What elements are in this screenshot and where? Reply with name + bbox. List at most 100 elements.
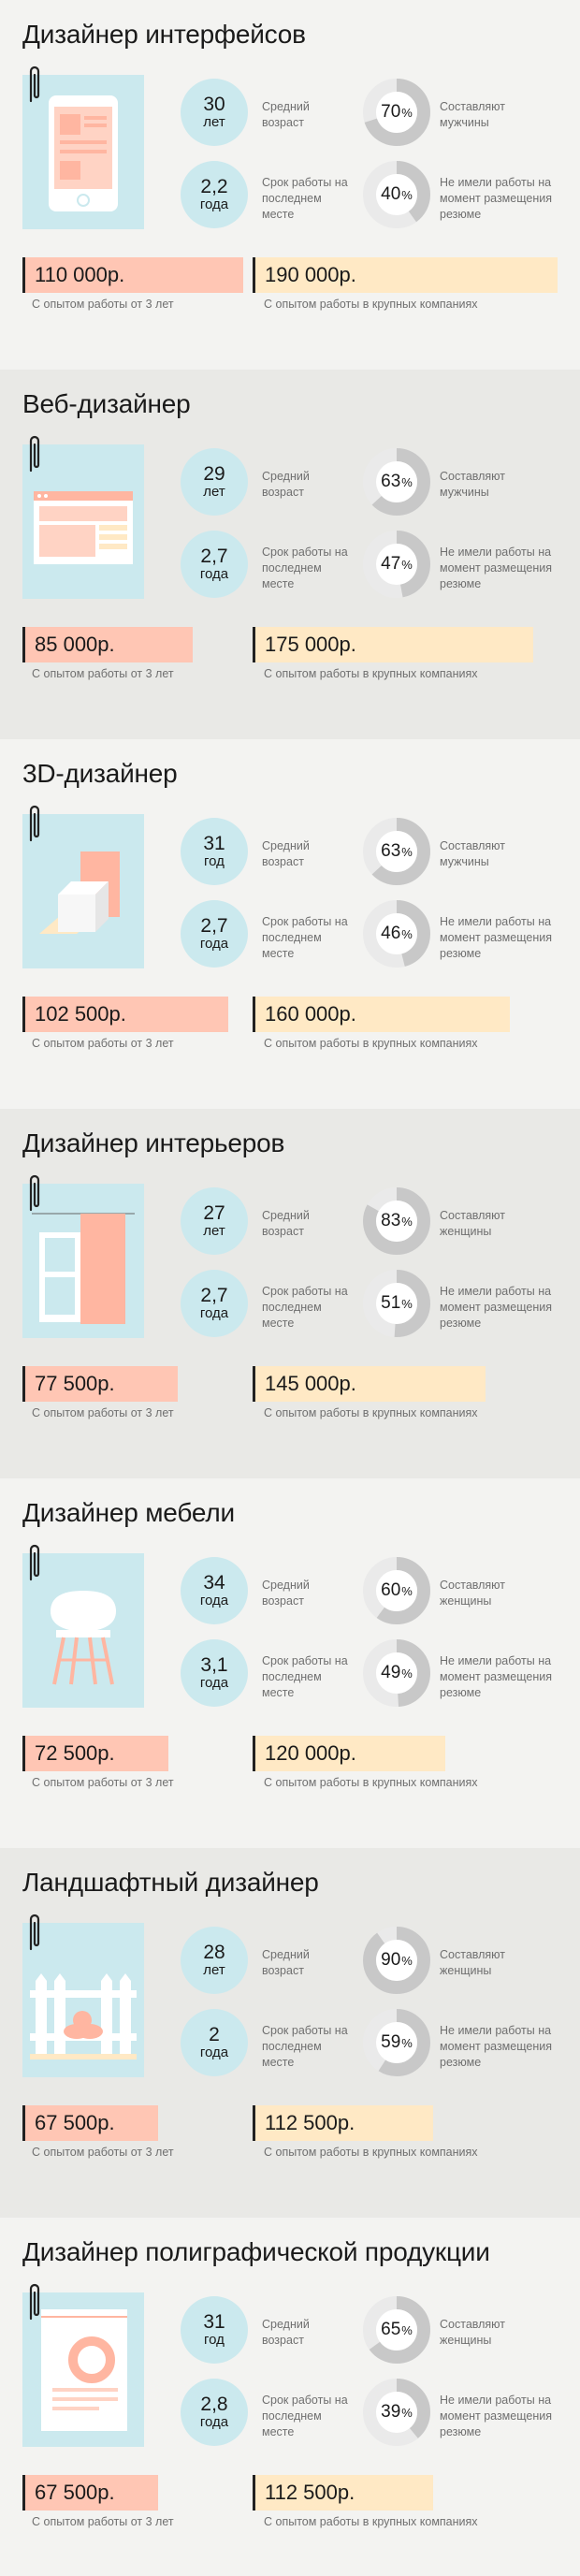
- donut-center: [376, 831, 417, 872]
- salary-experience-bar: 67 500 р.: [22, 2105, 158, 2141]
- average-age-circle: 30 лет: [181, 79, 248, 146]
- gender-percent-value: 63: [381, 472, 401, 491]
- gender-donut-chart: [363, 448, 430, 516]
- average-age-unit: год: [204, 853, 225, 870]
- tenure-label: Срок работы на последнем месте: [262, 2394, 348, 2438]
- salary-big-company-value: 190 000: [265, 263, 340, 286]
- donut-center: [376, 1570, 417, 1611]
- phone-icon: [22, 75, 144, 229]
- salary-big-company-value: 112 500: [265, 2111, 338, 2134]
- unemployed-donut: 40%: [363, 161, 430, 228]
- donut-center: [376, 2022, 417, 2063]
- average-age-label: Средний возраст: [262, 1209, 310, 1238]
- unemployed-donut: 59%: [363, 2009, 430, 2076]
- tenure-circle: 3,1 года: [181, 1639, 248, 1707]
- salary-experience-value: 110 000: [35, 263, 108, 286]
- gender-percent: 70%: [363, 79, 430, 146]
- unemployed-percent: 59%: [363, 2009, 430, 2076]
- unemployed-donut-chart: [363, 2379, 430, 2446]
- donut-slice: [363, 79, 430, 146]
- tenure-circle: 2,7 года: [181, 531, 248, 598]
- donut-center: [376, 92, 417, 133]
- gender-percent-value: 83: [381, 1211, 401, 1230]
- profession-section: Дизайнер полиграфической продукции 31 го…: [0, 2218, 580, 2576]
- average-age-unit: лет: [203, 1962, 225, 1979]
- gender-donut: 65%: [363, 2296, 430, 2364]
- salary-experience-value: 85 000: [35, 633, 98, 656]
- gender-donut-chart: [363, 1927, 430, 1994]
- paperclip-icon: [26, 433, 43, 474]
- gender-donut-chart: [363, 818, 430, 885]
- salary-big-company-value: 120 000: [265, 1741, 340, 1765]
- percent-sign: %: [401, 1296, 413, 1311]
- tenure-label: Срок работы на последнем месте: [262, 546, 348, 590]
- salary-experience-caption: С опытом работы от 3 лет: [32, 667, 174, 680]
- unemployed-donut-chart: [363, 2009, 430, 2076]
- unemployed-percent: 49%: [363, 1639, 430, 1707]
- salary-big-company-bar: 112 500 р.: [253, 2105, 433, 2141]
- tenure-value: 2,7: [200, 915, 228, 938]
- unemployed-percent: 47%: [363, 531, 430, 598]
- donut-slice: [363, 161, 430, 228]
- unemployed-label: Не имели работы на момент размещения рез…: [440, 546, 552, 590]
- average-age-label: Средний возраст: [262, 100, 310, 129]
- salary-experience-caption: С опытом работы от 3 лет: [32, 1406, 174, 1419]
- salary-big-company-value: 145 000: [265, 1372, 340, 1395]
- tenure-unit: года: [199, 196, 229, 213]
- unemployed-percent-value: 59: [381, 2032, 401, 2052]
- donut-slice: [363, 1270, 430, 1337]
- salary-big-company-bar: 112 500 р.: [253, 2475, 433, 2511]
- salary-big-company-caption: С опытом работы в крупных компаниях: [264, 2515, 478, 2528]
- average-age-unit: лет: [203, 114, 225, 131]
- unemployed-donut-chart: [363, 1639, 430, 1707]
- gender-label: Составляют женщины: [440, 2318, 506, 2347]
- salary-experience-bar: 77 500 р.: [22, 1366, 178, 1402]
- unemployed-percent-value: 40: [381, 184, 401, 204]
- unemployed-label: Не имели работы на момент размещения рез…: [440, 1285, 552, 1330]
- percent-sign: %: [401, 2405, 413, 2420]
- percent-sign: %: [401, 105, 413, 120]
- gender-donut: 70%: [363, 79, 430, 146]
- salary-experience-value: 67 500: [35, 2111, 98, 2134]
- salary-big-company-bar: 160 000 р.: [253, 997, 510, 1032]
- currency-suffix: р.: [97, 2481, 115, 2504]
- unemployed-percent-value: 51: [381, 1293, 401, 1313]
- unemployed-percent-value: 39: [381, 2402, 401, 2422]
- donut-slice: [363, 1927, 430, 1994]
- average-age-value: 30: [203, 94, 225, 116]
- percent-sign: %: [401, 474, 413, 489]
- unemployed-donut-chart: [363, 900, 430, 968]
- donut-slice: [363, 1187, 430, 1255]
- profession-section: Веб-дизайнер 29 лет Средний возраст 2,7 …: [0, 370, 580, 739]
- donut-slice: [363, 818, 430, 885]
- percent-sign: %: [401, 2322, 413, 2337]
- gender-percent-value: 90: [381, 1950, 401, 1970]
- average-age-label: Средний возраст: [262, 2318, 310, 2347]
- average-age-circle: 34 года: [181, 1557, 248, 1624]
- salary-big-company-caption: С опытом работы в крупных компаниях: [264, 1776, 478, 1789]
- tenure-value: 2,8: [200, 2394, 228, 2416]
- unemployed-donut: 39%: [363, 2379, 430, 2446]
- unemployed-donut-chart: [363, 1270, 430, 1337]
- donut-center: [376, 1652, 417, 1694]
- tenure-circle: 2,2 года: [181, 161, 248, 228]
- unemployed-percent-value: 46: [381, 924, 401, 943]
- gender-donut: 60%: [363, 1557, 430, 1624]
- average-age-circle: 27 лет: [181, 1187, 248, 1255]
- salary-experience-caption: С опытом работы от 3 лет: [32, 2146, 174, 2159]
- donut-slice: [363, 2009, 430, 2076]
- profession-title: Веб-дизайнер: [22, 389, 191, 418]
- salary-big-company-caption: С опытом работы в крупных компаниях: [264, 667, 478, 680]
- paperclip-icon: [26, 1912, 43, 1953]
- unemployed-donut-chart: [363, 531, 430, 598]
- donut-slice: [363, 900, 430, 968]
- profession-section: Ландшафтный дизайнер 28 лет Средний возр…: [0, 1848, 580, 2218]
- salary-experience-bar: 110 000 р.: [22, 257, 243, 293]
- gender-donut-chart: [363, 1557, 430, 1624]
- gender-label: Составляют мужчины: [440, 839, 506, 868]
- average-age-value: 27: [203, 1202, 225, 1225]
- tenure-unit: года: [199, 1675, 229, 1692]
- tenure-label: Срок работы на последнем месте: [262, 176, 348, 221]
- currency-suffix: р.: [339, 1741, 356, 1765]
- gender-percent: 83%: [363, 1187, 430, 1255]
